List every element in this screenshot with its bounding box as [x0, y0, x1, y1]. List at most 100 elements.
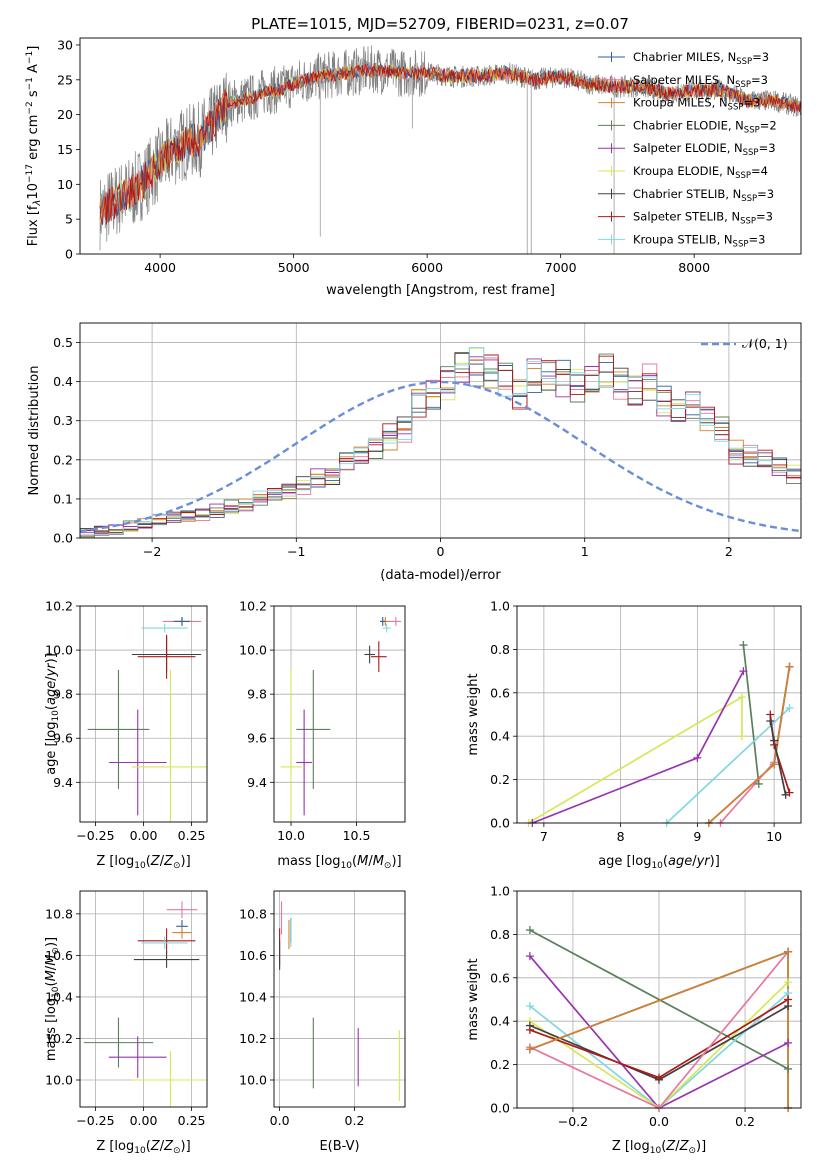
- mass_vs_Z-xtick-label: 0.00: [130, 1113, 158, 1128]
- weight_vs_Z-frame: [516, 890, 802, 1109]
- weight_vs_Z-ytick-label: 0.2: [490, 1057, 510, 1072]
- residuals-xtick-label: 0: [437, 544, 445, 559]
- spectrum-ytick-label: 10: [57, 177, 73, 192]
- weight-series-line: [769, 720, 787, 795]
- mass_vs_Z-ylabel: mass [log10(M/M⊙)]: [44, 937, 61, 1061]
- residuals-xtick-label: 2: [725, 544, 733, 559]
- model-spectrum-line: [99, 63, 801, 226]
- weight-series-line: [529, 951, 789, 1108]
- weight_vs_age-xlabel: age [log10(age/yr)]: [598, 854, 720, 871]
- residuals-ytick-label: 0.5: [53, 335, 73, 350]
- weight_vs_age-ytick-label: 1.0: [490, 599, 510, 614]
- weight_vs_Z-xtick-label: 0.2: [735, 1114, 755, 1129]
- weight-point-marker: [784, 1038, 793, 1047]
- legend-label: Kroupa STELIB, NSSP=3: [633, 232, 765, 249]
- residuals-xtick-label: 1: [581, 544, 589, 559]
- weight_vs_Z-ytick-label: 0.8: [490, 927, 510, 942]
- histogram-step-line: [80, 352, 801, 531]
- weight-series-line: [532, 670, 745, 823]
- weight_vs_age-xtick-label: 10: [766, 829, 782, 844]
- weight-point-marker: [525, 926, 534, 935]
- spectrum-ytick-label: 20: [57, 107, 73, 122]
- age_vs_mass-ytick-label: 9.4: [247, 775, 267, 790]
- age_vs_Z-ytick-label: 9.4: [53, 775, 73, 790]
- weight-point-marker: [770, 736, 779, 745]
- spectrum-xtick-label: 6000: [411, 260, 443, 275]
- spectrum-xtick-label: 7000: [545, 260, 577, 275]
- spectrum-xtick-label: 5000: [278, 260, 310, 275]
- weight-point-marker: [781, 790, 790, 799]
- mass_vs_Z-plot-area: [80, 891, 207, 1107]
- weight_vs_Z-xlabel: Z [log10(Z/Z⊙)]: [612, 1139, 706, 1156]
- spectrum-ytick-label: 25: [57, 72, 73, 87]
- spectrum-plot-area: [99, 45, 801, 254]
- weight_vs_Z-ylabel: mass weight: [466, 958, 481, 1040]
- weight-point-marker: [525, 1045, 534, 1054]
- mass_vs_ebv-plot-area: [274, 891, 405, 1107]
- mass_vs_ebv-ytick-label: 10.2: [239, 1031, 267, 1046]
- mass_vs_Z-ytick-label: 10.8: [45, 906, 73, 921]
- normal-curve-line: [80, 380, 801, 533]
- mass_vs_ebv-ytick-label: 10.4: [239, 989, 267, 1004]
- mass_vs_ebv-xlabel: E(B-V): [319, 1139, 359, 1154]
- residuals-ylabel: Normed distribution: [27, 366, 42, 496]
- weight-series-line: [529, 981, 789, 1108]
- legend-label: Salpeter ELODIE, NSSP=3: [633, 141, 776, 158]
- figure-title: PLATE=1015, MJD=52709, FIBERID=0231, z=0…: [251, 15, 629, 33]
- mass_vs_Z-xlabel: Z [log10(Z/Z⊙)]: [96, 1139, 190, 1156]
- age_vs_mass-ytick-label: 10.0: [239, 643, 267, 658]
- age_vs_mass-xtick-label: 10.5: [343, 828, 371, 843]
- age_vs_Z-ylabel: age [log10(age/yr)]: [44, 653, 61, 775]
- weight_vs_age-ytick-label: 0.2: [490, 772, 510, 787]
- weight_vs_age-ytick-label: 0.4: [490, 729, 510, 744]
- plot-layer: 4000 5000 6000 7000 8000051015202530waveleng…: [25, 37, 802, 1156]
- residuals-ytick-label: 0.0: [53, 531, 73, 546]
- spectrum-frame: [79, 37, 802, 255]
- spectrum-ylabel: Flux [fλ10−17 erg cm−2 s−1 A−1]: [25, 46, 43, 247]
- weight-point-marker: [784, 978, 793, 987]
- histogram-step-line: [80, 347, 801, 535]
- weight_vs_Z-xtick-label: 0.0: [649, 1114, 669, 1129]
- weight_vs_age-ytick-label: 0.8: [490, 642, 510, 657]
- weight_vs_Z-panel: −0.2 0.0 0.2 0.0 0.2 0.4 0.6 0.8 1.0 Z [log10(Z/Z…: [466, 884, 802, 1156]
- residuals-ytick-label: 0.1: [53, 491, 73, 506]
- mass_vs_Z-ytick-label: 10.4: [45, 989, 73, 1004]
- weight-point-marker: [739, 667, 748, 676]
- spectrum-ytick-label: 30: [57, 37, 73, 52]
- weight_vs_age-ylabel: mass weight: [466, 673, 481, 755]
- age_vs_mass-frame: [273, 605, 406, 823]
- mass_vs_Z-xtick-label: 0.25: [178, 1113, 206, 1128]
- spectrum-xtick-label: 4000: [144, 260, 176, 275]
- weight-point-marker: [693, 753, 702, 762]
- mass_vs_Z-panel: −0.25 0.00 0.25 10.0 10.2 10.4 10.6 10.8 Z [log1…: [44, 890, 208, 1156]
- weight_vs_age-ytick-label: 0.6: [490, 685, 510, 700]
- weight_vs_age-ytick-label: 0.0: [490, 816, 510, 831]
- weight-point-marker: [766, 717, 775, 726]
- mass_vs_Z-ytick-label: 10.6: [45, 948, 73, 963]
- weight-point-marker: [525, 952, 534, 961]
- legend-label: 𝒩(0, 1): [742, 336, 788, 351]
- age_vs_Z-ytick-label: 9.6: [53, 731, 73, 746]
- mass_vs_ebv-panel: 0.0 0.2 10.0 10.2 10.4 10.6 10.8 E(B-V): [239, 890, 406, 1154]
- weight_vs_age-xtick-label: 7: [540, 829, 548, 844]
- weight-point-marker: [754, 779, 763, 788]
- weight-series-line: [528, 695, 743, 823]
- weight-point-marker: [655, 1073, 663, 1082]
- histogram-step-line: [80, 353, 801, 535]
- weight-point-marker: [785, 662, 794, 671]
- mass_vs_ebv-frame: [273, 890, 406, 1108]
- histogram-step-line: [80, 354, 801, 534]
- age_vs_mass-xlabel: mass [log10(M/M⊙)]: [277, 854, 401, 871]
- weight_vs_Z-ytick-label: 0.0: [490, 1101, 510, 1116]
- age_vs_Z-plot-area: [80, 606, 207, 822]
- weight-series-line: [529, 955, 789, 1108]
- age_vs_mass-xtick-label: 10.0: [277, 828, 305, 843]
- legend-label: Chabrier MILES, NSSP=3: [633, 50, 769, 67]
- spectrum-ytick-label: 15: [57, 142, 73, 157]
- legend-label: Kroupa MILES, NSSP=3: [633, 96, 760, 113]
- weight-point-marker: [737, 732, 746, 741]
- mass_vs_Z-ytick-label: 10.2: [45, 1031, 73, 1046]
- weight-point-marker: [785, 703, 794, 712]
- weight_vs_Z-ytick-label: 1.0: [490, 884, 510, 899]
